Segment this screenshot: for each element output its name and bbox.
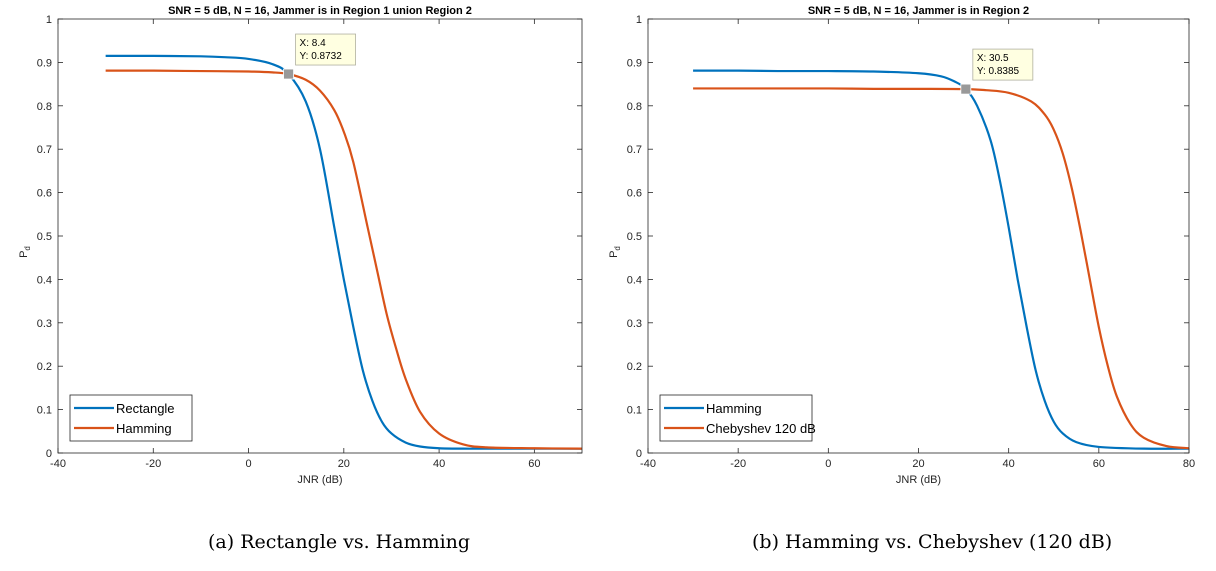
x-tick-label: -20 <box>145 458 161 470</box>
plot-area <box>648 19 1189 453</box>
axes-box <box>57 18 583 454</box>
series-group <box>693 69 1189 450</box>
datatip-x: X: 8.4 <box>300 38 327 49</box>
y-tick-label: 0.6 <box>627 188 642 200</box>
series-line-0 <box>693 69 1189 450</box>
y-axis-label-main: P <box>18 251 30 258</box>
y-tick-label: 0.5 <box>37 231 52 243</box>
plot-area <box>58 19 582 453</box>
y-axis-label-sub: d <box>23 246 32 250</box>
y-tick-label: 1 <box>46 14 52 26</box>
legend-box <box>69 394 193 442</box>
x-tick-label: 60 <box>528 458 540 470</box>
y-tick-label: 0 <box>46 448 52 460</box>
x-tick-label: -40 <box>50 458 66 470</box>
caption-b: (b) Hamming vs. Chebyshev (120 dB) <box>752 531 1113 553</box>
legend-label-1: Hamming <box>116 421 172 436</box>
y-tick-label: 0.9 <box>37 57 52 69</box>
y-axis-label-main: P <box>608 251 620 258</box>
y-axis-label-sub: d <box>613 246 622 250</box>
legend: Hamming Chebyshev 120 dB <box>659 394 816 442</box>
y-tick-label: 0.9 <box>627 57 642 69</box>
datatip-box <box>295 33 356 66</box>
x-tick-label: 40 <box>433 458 445 470</box>
datatip-x: X: 30.5 <box>977 53 1009 64</box>
datatip-marker <box>960 83 972 95</box>
chart-title: SNR = 5 dB, N = 16, Jammer is in Region … <box>808 5 1029 17</box>
y-tick-label: 0.8 <box>627 101 642 113</box>
x-tick-label: 20 <box>338 458 350 470</box>
legend-label-0: Hamming <box>706 401 762 416</box>
series-line-1 <box>693 87 1189 450</box>
datatip-y: Y: 0.8732 <box>300 51 343 62</box>
y-tick-label: 0.4 <box>37 274 52 286</box>
y-tick-label: 0.1 <box>37 405 52 417</box>
y-axis-label: Pd <box>18 246 32 258</box>
legend-box <box>659 394 813 442</box>
y-tick-label: 0.5 <box>627 231 642 243</box>
datatip-box <box>972 48 1034 81</box>
y-tick-label: 0.7 <box>627 144 642 156</box>
legend-label-1: Chebyshev 120 dB <box>706 421 816 436</box>
chart-panel-1: -40 -20 0 20 40 60 80 0 0.1 0.2 0.3 0.4 0.5 0.6 0.7 0.8… <box>608 5 1195 486</box>
datatip: X: 8.4 Y: 0.8732 <box>283 33 356 80</box>
legend: Rectangle Hamming <box>69 394 193 442</box>
x-axis-label: JNR (dB) <box>896 474 941 486</box>
legend-label-0: Rectangle <box>116 401 175 416</box>
x-tick-label: -20 <box>730 458 746 470</box>
x-tick-label: 60 <box>1093 458 1105 470</box>
axes-box <box>647 18 1190 454</box>
x-tick-label: 0 <box>825 458 831 470</box>
series-group <box>105 54 582 450</box>
x-tick-label: 20 <box>912 458 924 470</box>
y-tick-label: 0.1 <box>627 405 642 417</box>
y-tick-label: 1 <box>636 14 642 26</box>
y-tick-label: 0.6 <box>37 188 52 200</box>
datatip-y: Y: 0.8385 <box>977 66 1020 77</box>
y-tick-label: 0.3 <box>37 318 52 330</box>
datatip-marker <box>283 68 294 80</box>
y-tick-label: 0.8 <box>37 101 52 113</box>
y-tick-label: 0.2 <box>627 361 642 373</box>
x-axis-label: JNR (dB) <box>297 474 342 486</box>
x-tick-label: 0 <box>245 458 251 470</box>
y-tick-label: 0.7 <box>37 144 52 156</box>
chart-panel-0: -40 -20 0 20 40 60 0 0.1 0.2 0.3 0.4 0.5 0.6 0.7 0.8 0.… <box>18 5 583 486</box>
y-tick-label: 0 <box>636 448 642 460</box>
caption-a: (a) Rectangle vs. Hamming <box>208 531 471 553</box>
x-tick-label: 80 <box>1183 458 1195 470</box>
y-tick-label: 0.3 <box>627 318 642 330</box>
y-axis-label: Pd <box>608 246 622 258</box>
series-line-1 <box>105 69 582 450</box>
series-line-0 <box>105 54 582 450</box>
datatip: X: 30.5 Y: 0.8385 <box>960 48 1034 95</box>
x-tick-label: 40 <box>1003 458 1015 470</box>
x-tick-label: -40 <box>640 458 656 470</box>
chart-title: SNR = 5 dB, N = 16, Jammer is in Region … <box>168 5 472 17</box>
y-tick-label: 0.4 <box>627 274 642 286</box>
y-tick-label: 0.2 <box>37 361 52 373</box>
